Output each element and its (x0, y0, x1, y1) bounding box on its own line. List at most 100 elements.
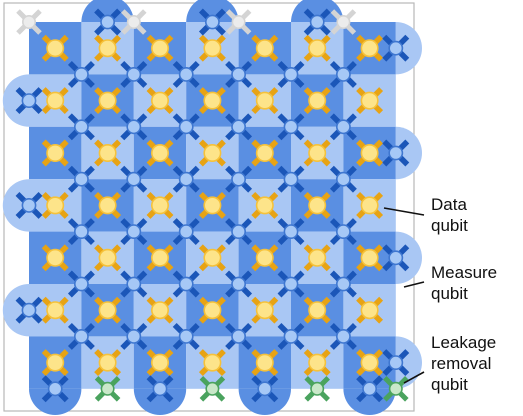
data-qubit-icon (356, 34, 384, 62)
measure-qubit-icon (356, 375, 384, 403)
data-qubit-icon (251, 191, 279, 219)
measure-qubit-icon (225, 165, 253, 193)
measure-qubit-icon (67, 270, 95, 298)
data-qubit-icon (146, 34, 174, 62)
data-qubit-icon (94, 34, 122, 62)
measure-qubit-icon (225, 218, 253, 246)
measure-qubit-label: Measure qubit (431, 263, 498, 303)
measure-qubit-icon (120, 60, 148, 88)
boundary-plaquette (186, 0, 239, 22)
leakage-removal-qubit-icon (304, 376, 330, 402)
leakage-removal-qubit-icon (383, 376, 409, 402)
measure-qubit-icon (15, 191, 43, 219)
measure-qubit-icon (172, 60, 200, 88)
leakage-removal-qubit-icon (94, 376, 121, 402)
boundary-plaquette (2, 284, 30, 337)
data-qubit-icon (303, 34, 331, 62)
data-qubit-icon (198, 349, 226, 377)
measure-qubit-icon (172, 218, 200, 246)
measure-qubit-icon (120, 270, 148, 298)
data-qubit-icon (356, 139, 384, 167)
data-qubit-icon (198, 244, 226, 272)
measure-qubit-pointer (403, 281, 425, 288)
data-qubit-icon (303, 296, 331, 324)
data-qubit-icon (356, 349, 384, 377)
data-qubit-icon (251, 296, 279, 324)
measure-qubit-icon (120, 165, 148, 193)
data-qubit-icon (356, 244, 384, 272)
data-qubit-icon (251, 87, 279, 115)
data-qubit-icon (356, 87, 384, 115)
data-qubit-icon (94, 244, 122, 272)
measure-qubit-icon (329, 113, 357, 141)
qubit-nodes (15, 8, 410, 403)
data-qubit-icon (303, 191, 331, 219)
measure-qubit-icon (303, 8, 331, 36)
measure-qubit-icon (329, 60, 357, 88)
measure-qubit-icon (120, 218, 148, 246)
measure-qubit-icon (329, 270, 357, 298)
label-pointers (383, 207, 425, 384)
boundary-plaquette (343, 388, 396, 415)
data-qubit-icon (198, 191, 226, 219)
measure-qubit-icon (277, 60, 305, 88)
data-qubit-icon (303, 349, 331, 377)
data-qubit-icon (146, 139, 174, 167)
boundary-plaquette (2, 179, 30, 232)
leakage-removal-qubit-label: Leakage removal qubit (431, 333, 497, 394)
measure-qubit-icon (67, 322, 95, 350)
data-qubit-icon (303, 244, 331, 272)
measure-qubit-icon (225, 60, 253, 88)
measure-qubit-icon (277, 218, 305, 246)
measure-qubit-icon (277, 322, 305, 350)
boundary-plaquette (133, 388, 187, 415)
data-qubit-icon (251, 349, 279, 377)
boundary-plaquette (291, 0, 344, 22)
measure-qubit-icon (198, 8, 226, 36)
data-qubit-icon (41, 139, 69, 167)
boundary-plaquette (395, 126, 422, 180)
measure-qubit-icon (382, 34, 410, 62)
boundary-plaquette (2, 74, 29, 127)
measure-qubit-icon (41, 375, 69, 403)
data-qubit-icon (198, 87, 226, 115)
data-qubit-icon (41, 349, 69, 377)
data-qubit-icon (356, 191, 384, 219)
data-qubit-icon (356, 296, 384, 324)
data-qubit-icon (94, 296, 122, 324)
measure-qubit-icon (67, 165, 95, 193)
data-qubit-icon (94, 191, 122, 219)
data-qubit-icon (198, 34, 226, 62)
inactive-qubit-icon (16, 9, 42, 35)
data-qubit-icon (41, 87, 69, 115)
boundary-plaquette (29, 388, 82, 415)
measure-qubit-icon (382, 349, 410, 377)
boundary-plaquette (395, 22, 422, 75)
measure-qubit-icon (120, 113, 148, 141)
data-qubit-icon (41, 191, 69, 219)
inactive-qubit-icon (225, 9, 252, 35)
data-qubit-icon (198, 296, 226, 324)
measure-qubit-icon (225, 270, 253, 298)
measure-qubit-icon (67, 113, 95, 141)
data-qubit-label: Data qubit (431, 195, 468, 235)
data-qubit-icon (251, 139, 279, 167)
measure-qubit-icon (172, 113, 200, 141)
data-qubit-icon (198, 139, 226, 167)
measure-qubit-icon (329, 165, 357, 193)
data-qubit-icon (146, 296, 174, 324)
data-qubit-icon (303, 139, 331, 167)
boundary-plaquette (238, 388, 291, 415)
measure-qubit-icon (329, 322, 357, 350)
measure-qubit-icon (172, 165, 200, 193)
measure-qubit-icon (94, 8, 122, 36)
data-qubit-pointer (383, 207, 425, 216)
measure-qubit-icon (67, 218, 95, 246)
boundary-plaquette (395, 231, 422, 284)
data-qubit-icon (146, 191, 174, 219)
measure-qubit-icon (15, 87, 43, 115)
data-qubit-icon (41, 34, 69, 62)
measure-qubit-icon (251, 375, 279, 403)
measure-qubit-icon (120, 322, 148, 350)
